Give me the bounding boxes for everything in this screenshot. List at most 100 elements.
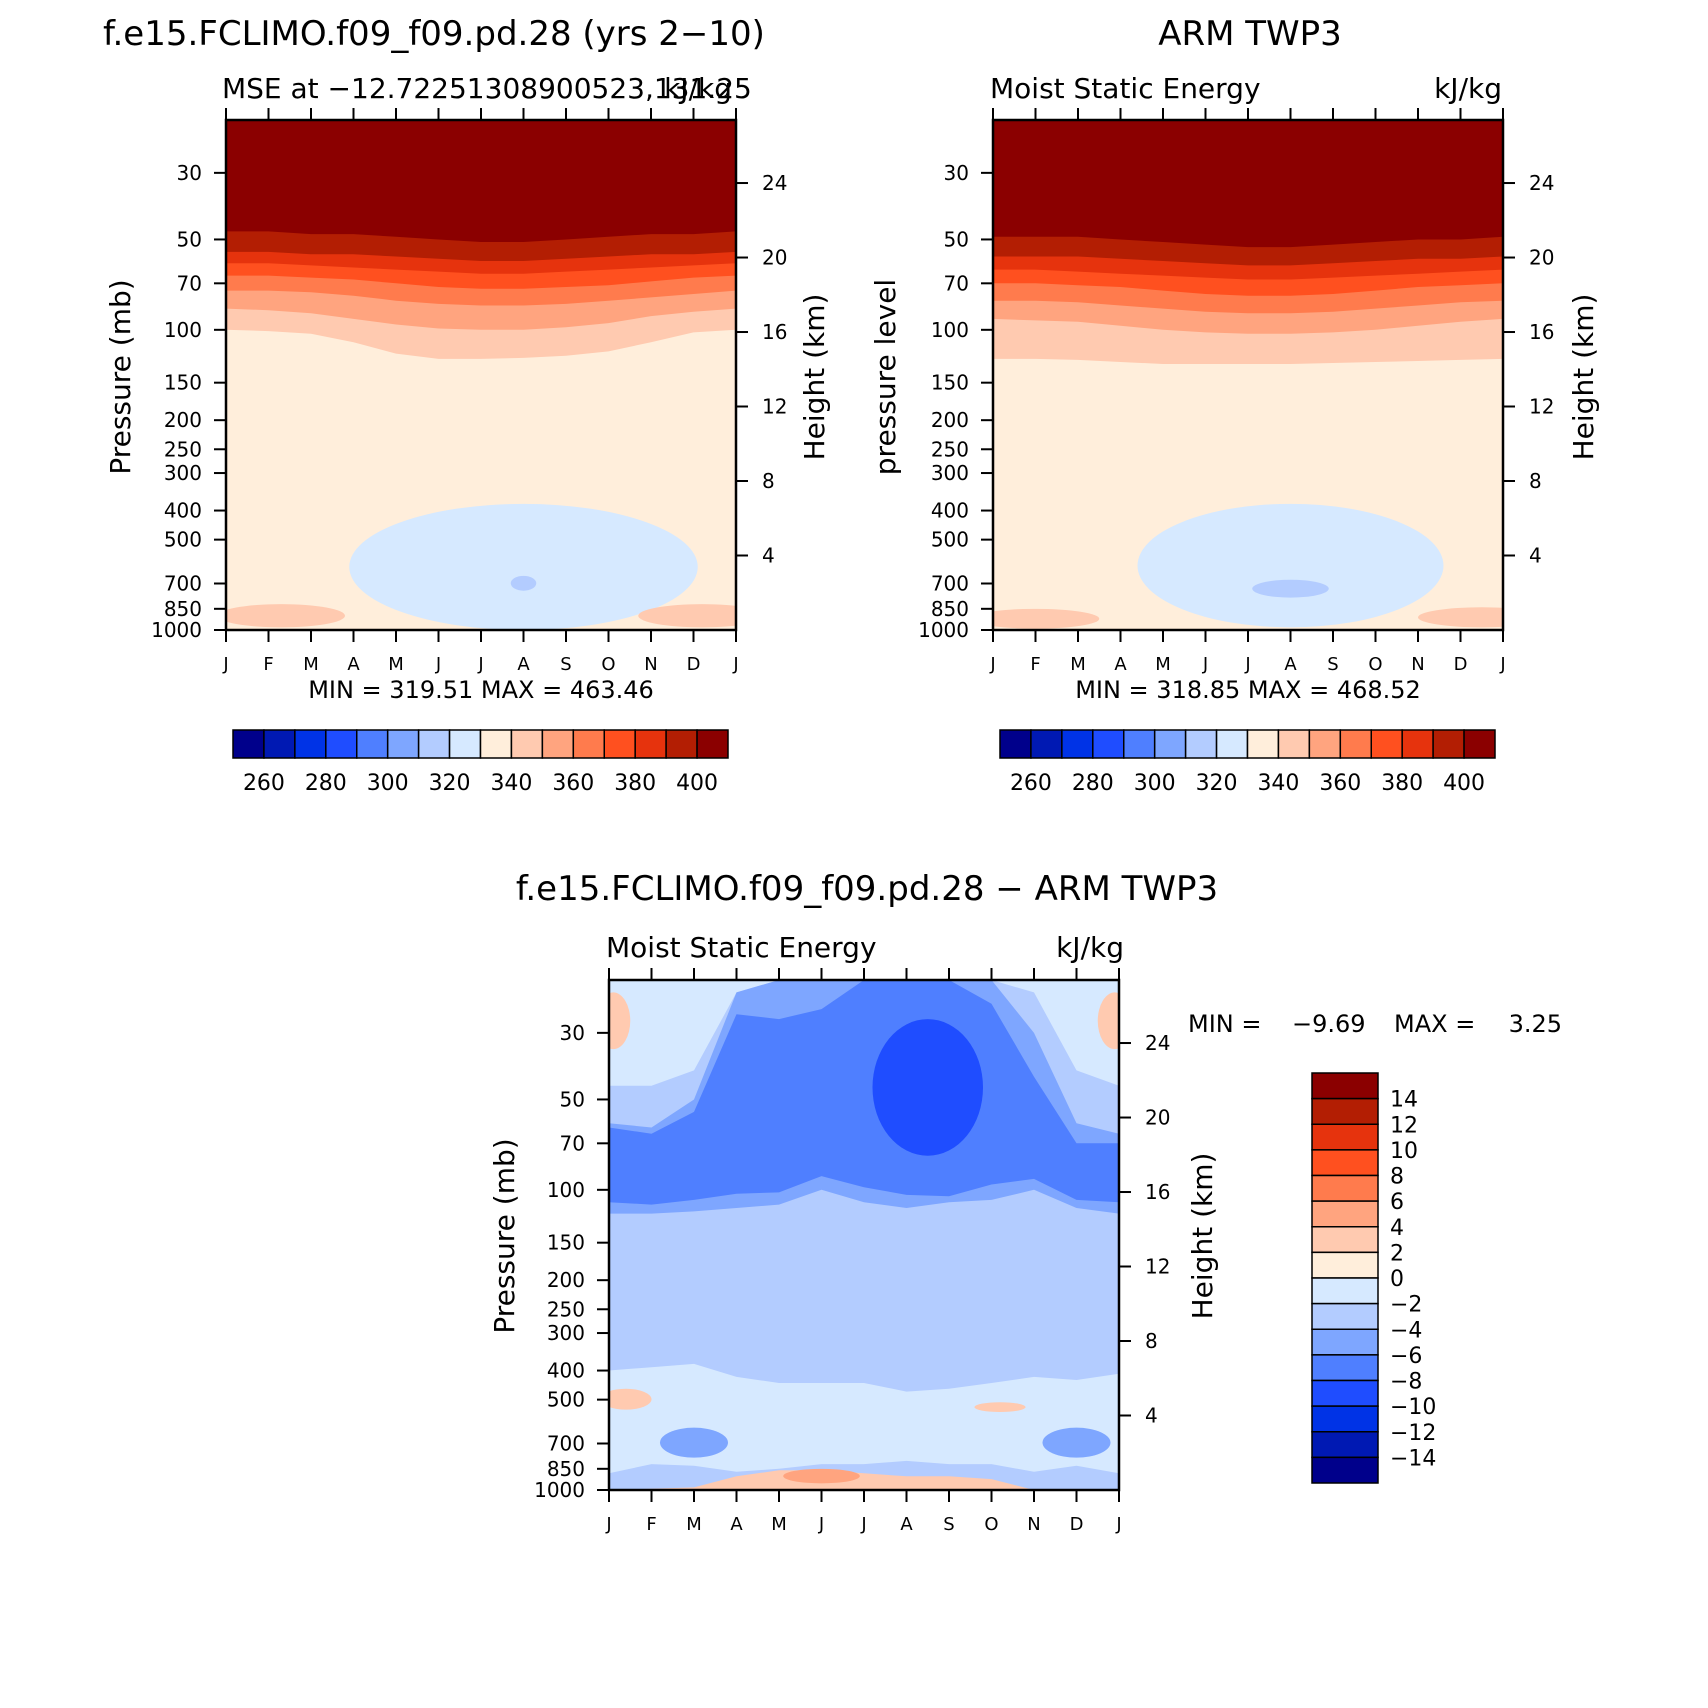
colorbar-swatch xyxy=(634,729,667,759)
panel-diff-title: f.e15.FCLIMO.f09_f09.pd.28 − ARM TWP3 xyxy=(516,869,1218,909)
height-tick-label: 4 xyxy=(1529,544,1542,568)
y-tick-label: 850 xyxy=(164,597,202,621)
height-tick-label: 12 xyxy=(1145,1255,1170,1279)
y-tick-label: 50 xyxy=(177,227,202,251)
height-tick-label: 8 xyxy=(1145,1329,1158,1353)
contour-blob xyxy=(993,608,1100,629)
y-tick-label: 500 xyxy=(931,528,969,552)
x-tick-label: N xyxy=(644,654,657,675)
y-tick-label: 850 xyxy=(547,1457,585,1481)
colorbar-tick-label: 10 xyxy=(1390,1139,1418,1164)
y-tick-label: 30 xyxy=(944,161,969,185)
x-tick-label: M xyxy=(771,1514,787,1535)
contour-band xyxy=(609,980,1119,1086)
colorbar-swatch xyxy=(1463,729,1496,759)
colorbar-swatch xyxy=(1311,1251,1379,1279)
contour-blob xyxy=(660,1427,728,1458)
x-tick-label: D xyxy=(1070,1514,1084,1535)
colorbar-tick-label: 280 xyxy=(1072,771,1114,796)
x-tick-label: M xyxy=(303,654,319,675)
height-tick-label: 12 xyxy=(1529,395,1554,419)
panel-diff-stats-max: 3.25 xyxy=(1509,1010,1562,1038)
colorbar-tick-label: −10 xyxy=(1390,1395,1436,1420)
y-tick-label: 700 xyxy=(547,1432,585,1456)
panel-obs-right-subtitle: kJ/kg xyxy=(1434,72,1502,105)
y-tick-label: 300 xyxy=(931,461,969,485)
y-tick-label: 400 xyxy=(164,499,202,523)
x-tick-label: S xyxy=(560,654,571,675)
colorbar-swatch xyxy=(325,729,358,759)
contour-blob xyxy=(609,1388,652,1410)
x-tick-label: J xyxy=(605,1514,611,1535)
colorbar-tick-label: −6 xyxy=(1390,1344,1422,1369)
panel-diff-stats-min-label: MIN = xyxy=(1188,1010,1261,1038)
colorbar-swatch xyxy=(1123,729,1156,759)
contour-blob xyxy=(872,1019,983,1156)
colorbar-swatch xyxy=(999,729,1032,759)
contour-blob xyxy=(609,992,631,1050)
x-tick-label: J xyxy=(1115,1514,1121,1535)
contour-blob xyxy=(1252,579,1329,598)
colorbar-swatch xyxy=(541,729,575,759)
panel-obs-left-subtitle: Moist Static Energy xyxy=(990,72,1261,105)
colorbar-tick-label: 12 xyxy=(1390,1113,1418,1138)
y-tick-label: 100 xyxy=(931,318,969,342)
y-tick-label: 1000 xyxy=(918,618,969,642)
colorbar-swatch xyxy=(1311,1097,1379,1125)
y-tick-label: 50 xyxy=(944,227,969,251)
y-tick-label: 700 xyxy=(931,572,969,596)
x-tick-label: D xyxy=(1454,654,1468,675)
panel-diff-stats-min: −9.69 xyxy=(1292,1010,1366,1038)
y-tick-label: 70 xyxy=(944,271,969,295)
colorbar-tick-label: 8 xyxy=(1390,1165,1404,1190)
contour-band xyxy=(226,120,736,242)
colorbar-tick-label: 360 xyxy=(1319,771,1361,796)
x-tick-label: J xyxy=(435,654,441,675)
colorbar-tick-label: 14 xyxy=(1390,1088,1418,1113)
height-tick-label: 12 xyxy=(762,395,787,419)
y-tick-label: 250 xyxy=(164,437,202,461)
y-tick-label: 100 xyxy=(164,318,202,342)
y-tick-label: 200 xyxy=(164,408,202,432)
colorbar-swatch xyxy=(1311,1431,1379,1459)
colorbar-swatch xyxy=(603,729,636,759)
colorbar-tick-label: 6 xyxy=(1390,1190,1404,1215)
x-tick-label: O xyxy=(601,654,615,675)
colorbar-obs: 260 280 300 320 340 360 380 400 xyxy=(999,729,1496,796)
panel-model-left-subtitle: MSE at −12.72251308900523,131.25 xyxy=(222,72,752,105)
x-tick-label: O xyxy=(1368,654,1382,675)
x-tick-label: J xyxy=(860,1514,866,1535)
colorbar-tick-label: −4 xyxy=(1390,1318,1422,1343)
colorbar-tick-label: 400 xyxy=(676,771,718,796)
colorbar-model: 260 280 300 320 340 360 380 400 xyxy=(232,729,729,796)
y-tick-label: 70 xyxy=(177,271,202,295)
colorbar-swatch xyxy=(696,729,729,759)
x-tick-label: A xyxy=(1114,654,1127,675)
colorbar-swatch xyxy=(1246,729,1280,759)
x-tick-label: J xyxy=(1499,654,1505,675)
y-tick-label: 1000 xyxy=(534,1478,585,1502)
colorbar-swatch xyxy=(1061,729,1094,759)
x-tick-label: F xyxy=(646,1514,656,1535)
panel-diff-ylabel-right: Height (km) xyxy=(1186,1153,1219,1320)
x-tick-label: D xyxy=(687,654,701,675)
x-tick-label: N xyxy=(1027,1514,1040,1535)
y-tick-label: 300 xyxy=(164,461,202,485)
colorbar-tick-label: 320 xyxy=(1196,771,1238,796)
contour-band xyxy=(609,1363,1119,1474)
colorbar-tick-label: 300 xyxy=(1134,771,1176,796)
colorbar-swatch xyxy=(665,729,698,759)
y-tick-label: 30 xyxy=(177,161,202,185)
colorbar-tick-label: 4 xyxy=(1390,1216,1404,1241)
contour-blob xyxy=(1097,992,1119,1050)
x-tick-label: J xyxy=(732,654,738,675)
x-tick-label: J xyxy=(1202,654,1208,675)
colorbar-swatch xyxy=(386,729,420,759)
y-tick-label: 200 xyxy=(931,408,969,432)
colorbar-tick-label: −12 xyxy=(1390,1421,1436,1446)
panel-obs-stats: MIN = 318.85 MAX = 468.52 xyxy=(1075,676,1421,704)
y-tick-label: 850 xyxy=(931,597,969,621)
height-tick-label: 8 xyxy=(1529,469,1542,493)
